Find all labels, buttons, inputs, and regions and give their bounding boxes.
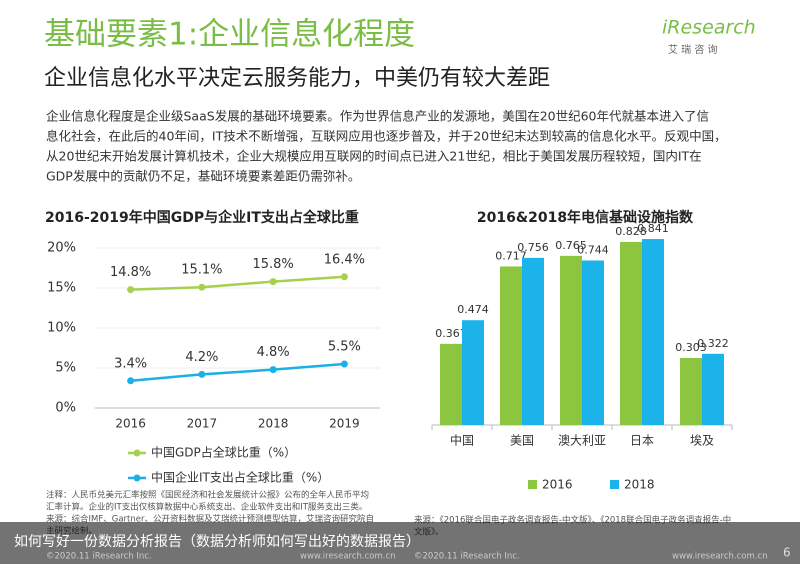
bar: [560, 255, 582, 425]
bar: [462, 320, 484, 425]
note: 来源：《2016联合国电子政务调查报告-中文版》、《2018联合国电子政务调查报…: [414, 515, 731, 526]
data-label: 15.8%: [252, 257, 293, 272]
data-label: 5.5%: [328, 340, 361, 355]
data-label: 0.717: [495, 249, 527, 262]
legend-label: 中国GDP占全球比重（%）: [151, 445, 296, 460]
x-tick-label: 埃及: [690, 434, 714, 448]
x-tick-label: 2017: [187, 417, 218, 431]
y-tick-label: 10%: [47, 321, 76, 336]
series-line: [130, 362, 345, 383]
y-tick-label: 5%: [55, 361, 76, 376]
legend-swatch: [610, 480, 619, 489]
bar: [620, 241, 642, 425]
x-tick-label: 澳大利亚: [558, 434, 606, 448]
point: [269, 366, 277, 374]
point: [127, 377, 135, 385]
x-tick-label: 中国: [450, 433, 474, 448]
y-tick-label: 20%: [47, 241, 76, 256]
slide-title: 基础要素1:企业信息化程度: [44, 17, 415, 53]
legend-label: 2016: [542, 478, 573, 492]
paragraph-line: 企业信息化程度是企业级SaaS发展的基础环境要素。作为世界信息产业的发源地，美国…: [46, 109, 709, 124]
paragraph-line: 息化社会，在此后的40年间，IT技术不断增强，互联网应用也逐步普及，并于20世纪…: [46, 129, 727, 144]
point: [269, 278, 277, 286]
paragraph-line: 从20世纪末开始发展计算机技术，企业大规模应用互联网的时间点已进入21世纪，相比…: [46, 149, 702, 164]
bar: [702, 353, 724, 425]
point: [198, 283, 206, 291]
bar: [680, 358, 702, 425]
footer-copyright: ©2020.11 iResearch Inc.: [46, 552, 152, 562]
x-tick-label: 日本: [630, 434, 654, 448]
chart-title: 2016-2019年中国GDP与企业IT支出占全球比重: [45, 209, 359, 226]
footer-url: www.iresearch.com.cn: [300, 552, 396, 562]
data-label: 0.367: [435, 327, 467, 340]
note: 来源：综合IMF、Gartner、公开资料数据及艾瑞统计预测模型估算，艾瑞咨询研…: [46, 514, 374, 525]
footer-url: www.iresearch.com.cn: [672, 552, 768, 562]
bar: [642, 239, 664, 425]
data-label: 15.1%: [181, 263, 222, 278]
paragraph-line: GDP发展中的贡献仍不足，基础环境要素差距仍需弥补。: [46, 169, 360, 184]
legend-swatch: [528, 480, 537, 489]
data-label: 14.8%: [110, 265, 151, 280]
legend-label: 2018: [624, 478, 655, 492]
x-tick-label: 美国: [510, 434, 534, 448]
data-label: 0.744: [577, 243, 609, 256]
x-tick-label: 2019: [329, 417, 360, 431]
legend-dot: [133, 474, 141, 482]
y-tick-label: 0%: [55, 401, 76, 416]
logo: iResearch: [662, 17, 756, 39]
point: [198, 370, 206, 378]
data-label: 0.474: [457, 303, 489, 316]
point: [340, 360, 348, 368]
bar: [500, 266, 522, 425]
data-label: 3.4%: [114, 356, 147, 371]
series-line: [130, 275, 345, 291]
data-label: 0.756: [517, 241, 549, 254]
bar: [440, 343, 462, 425]
footer-copyright: ©2020.11 iResearch Inc.: [414, 552, 520, 562]
data-label: 4.8%: [257, 345, 290, 360]
bar: [522, 257, 544, 425]
point: [340, 273, 348, 281]
chart-title: 2016&2018年电信基础设施指数: [477, 209, 694, 226]
note: 注释：人民币兑美元汇率按照《国民经济和社会发展统计公报》公布的全年人民币平均: [46, 490, 369, 501]
caption: 如何写好一份数据分析报告（数据分析师如何写出好的数据报告）: [14, 534, 420, 550]
data-label: 0.322: [697, 337, 729, 350]
data-label: 0.303: [675, 341, 707, 354]
data-label: 16.4%: [324, 252, 365, 267]
data-label: 0.841: [637, 222, 669, 235]
data-label: 0.828: [615, 225, 647, 238]
y-tick-label: 15%: [47, 281, 76, 296]
data-label: 0.765: [555, 239, 587, 252]
note: 汇率计算。企业的IT支出仅核算数据中心系统支出、企业软件支出和IT服务支出三类。: [46, 502, 367, 513]
caption-bar: [0, 522, 800, 564]
x-tick-label: 2018: [258, 417, 289, 431]
legend-label: 中国企业IT支出占全球比重（%）: [151, 470, 329, 485]
x-tick-label: 2016: [115, 417, 146, 431]
data-label: 4.2%: [185, 350, 218, 365]
point: [127, 286, 135, 294]
logo-cn: 艾 瑞 咨 询: [668, 43, 718, 56]
bar: [582, 260, 604, 425]
page-number: 6: [783, 546, 791, 560]
legend-dot: [133, 449, 141, 457]
slide-subtitle: 企业信息化水平决定云服务能力，中美仍有较大差距: [44, 66, 550, 91]
